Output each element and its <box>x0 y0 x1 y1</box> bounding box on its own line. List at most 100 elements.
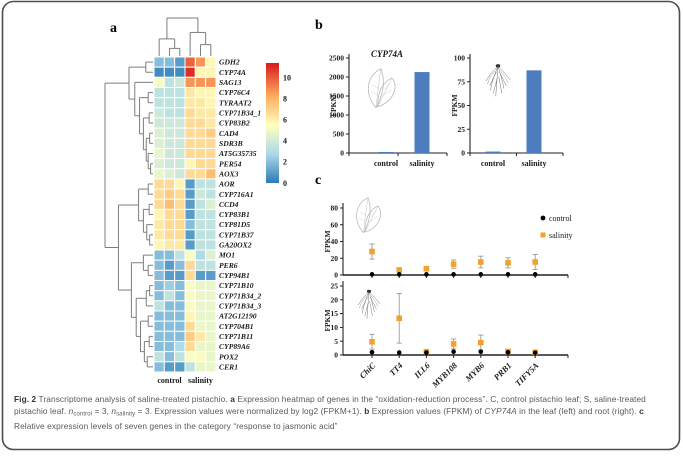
heatmap-cell <box>205 229 217 241</box>
colorbar-tick-label: 0 <box>283 179 287 188</box>
heatmap-cell <box>174 229 186 241</box>
marker-control <box>424 350 429 355</box>
gene-label: CER1 <box>219 362 238 371</box>
heatmap-cell <box>205 310 217 322</box>
y-tick-label: 2500 <box>329 54 344 63</box>
marker-salinity <box>423 265 430 272</box>
caption-segment: = 3, <box>92 406 112 417</box>
x-category-label: MYB108 <box>429 360 459 390</box>
heatmap-cell <box>205 158 217 170</box>
heatmap-cell <box>205 239 217 251</box>
legend-salinity-label: salinity <box>549 231 573 240</box>
y-axis-label: FPKM <box>450 94 459 116</box>
heatmap-cell <box>163 229 176 241</box>
heatmap-cell <box>194 280 207 292</box>
heatmap-cell <box>194 188 207 200</box>
heatmap-cell <box>194 269 207 282</box>
heatmap-cell <box>194 127 207 139</box>
bar-salinity <box>526 70 542 153</box>
gene-label: CYP71B11 <box>219 332 253 341</box>
heatmap-cell <box>205 147 217 160</box>
heatmap-cell <box>184 86 196 99</box>
heatmap-cell <box>184 168 196 180</box>
heatmap-cell <box>194 168 207 180</box>
marker-control <box>369 349 375 355</box>
gene-label: CYP94B1 <box>219 271 250 280</box>
heatmap-cell <box>153 269 165 282</box>
marker-control <box>396 272 402 277</box>
marker-salinity <box>532 259 538 265</box>
heatmap-cell <box>153 290 165 302</box>
chart-title: CYP74A <box>371 49 403 59</box>
heatmap-cell <box>163 137 176 149</box>
y-tick-label: 10 <box>331 323 339 332</box>
gene-label: CYP71B34_3 <box>219 302 261 311</box>
caption-segment: b <box>364 406 370 417</box>
leaf-sketch-icon <box>367 68 396 108</box>
heatmap-cell <box>194 56 207 68</box>
panel-a-label: a <box>110 21 117 36</box>
heatmap-cell <box>153 351 165 363</box>
series-legend: control salinity <box>540 214 573 240</box>
heatmap-cell <box>184 229 196 241</box>
heatmap-cell <box>163 127 176 139</box>
heatmap-cell <box>174 107 186 119</box>
heatmap-cell <box>153 168 165 180</box>
colorbar-tick-label: 10 <box>283 74 291 83</box>
y-tick-label: 20 <box>331 254 339 263</box>
caption-segment: in the leaf (left) and root (right). <box>516 406 640 417</box>
bar-salinity <box>414 72 430 153</box>
heatmap-cell <box>163 97 176 109</box>
heatmap-cell <box>194 310 207 322</box>
heatmap-cell <box>174 300 186 312</box>
heatmap-cell <box>194 249 207 261</box>
heatmap-cell <box>194 300 207 312</box>
heatmap-colorbar: 10 8 6 4 2 0 <box>266 63 291 188</box>
heatmap-cell <box>184 351 196 363</box>
marker-salinity <box>505 260 511 266</box>
heatmap-cell <box>205 198 217 210</box>
marker-control <box>532 272 538 277</box>
y-tick-label: 50 <box>458 101 466 110</box>
heatmap-cell <box>205 320 217 332</box>
heatmap-cell <box>184 76 196 88</box>
gene-label: AT2G12190 <box>218 312 257 321</box>
gene-label: CYP76C4 <box>219 88 250 97</box>
heatmap-cell <box>153 208 165 221</box>
heatmap-cell <box>184 97 196 109</box>
heatmap-cell <box>184 117 196 129</box>
heatmap-cell <box>194 137 207 149</box>
marker-control <box>424 272 429 277</box>
heatmap-cell <box>153 239 165 251</box>
heatmap-cell <box>205 97 217 109</box>
y-tick-label: 20 <box>331 295 339 304</box>
colorbar-tick-label: 8 <box>283 95 287 104</box>
heatmap-cell <box>163 340 176 353</box>
caption-segment: n <box>111 406 117 417</box>
heatmap-cell <box>184 107 196 119</box>
heatmap-cell <box>194 340 207 353</box>
heatmap-cell <box>205 330 217 342</box>
heatmap-cell <box>194 290 207 302</box>
heatmap-cell <box>153 280 165 292</box>
heatmap-cell <box>153 158 165 170</box>
heatmap-cell <box>153 340 165 353</box>
heatmap-cell <box>174 259 186 271</box>
heatmap-cell <box>163 310 176 322</box>
heatmap-cell <box>163 158 176 170</box>
heatmap-cell <box>163 249 176 261</box>
gene-label: SAG13 <box>219 78 242 87</box>
gene-label: CYP716A1 <box>219 190 254 199</box>
caption-segment: a <box>230 394 235 404</box>
heatmap-cell <box>205 219 217 231</box>
heatmap-cell <box>163 56 176 68</box>
heatmap-cell <box>184 361 196 373</box>
heatmap-cell <box>184 137 196 149</box>
heatmap-cell <box>194 208 207 221</box>
y-axis-label: FPKM <box>323 309 332 331</box>
gene-label: CCD4 <box>219 200 239 209</box>
heatmap-cell <box>153 249 165 261</box>
heatmap-cell <box>174 249 186 261</box>
heatmap-cell <box>174 351 186 363</box>
